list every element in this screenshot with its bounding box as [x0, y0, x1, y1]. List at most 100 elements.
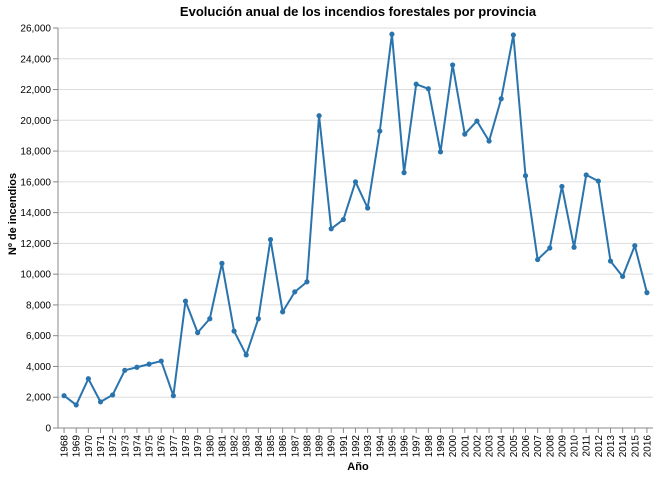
- x-tick-label: 2014: [618, 435, 629, 458]
- data-point: [304, 279, 310, 285]
- data-point: [73, 402, 79, 408]
- x-tick-label: 1975: [145, 435, 156, 458]
- data-point: [182, 298, 189, 304]
- x-tick-label: 1987: [290, 435, 301, 458]
- y-axis: 0 2,000 4,000 6,000 8,000 10,000 12,000 14,000 1…: [20, 24, 59, 435]
- x-tick-label: 2004: [497, 435, 508, 458]
- data-point: [365, 205, 371, 211]
- data-point: [462, 131, 468, 137]
- data-point: [595, 178, 601, 184]
- x-tick-label: 1976: [157, 435, 168, 458]
- y-tick-label: 0: [45, 424, 51, 435]
- data-point: [85, 376, 91, 382]
- data-point: [547, 245, 553, 251]
- data-point: [413, 81, 419, 87]
- data-point: [292, 289, 298, 295]
- x-axis-title: Año: [347, 461, 369, 473]
- x-tick-label: 1994: [375, 435, 386, 458]
- data-point: [607, 258, 614, 264]
- data-point: [328, 226, 334, 232]
- data-point: [158, 358, 164, 364]
- data-point: [425, 86, 431, 92]
- data-point: [389, 31, 395, 37]
- data-point: [134, 364, 140, 370]
- data-point: [122, 367, 128, 373]
- x-tick-label: 1972: [108, 435, 119, 458]
- x-tick-label: 1997: [412, 435, 423, 458]
- x-tick-label: 2001: [460, 435, 471, 458]
- x-tick-label: 2010: [570, 435, 581, 458]
- x-tick-label: 1991: [339, 435, 350, 458]
- y-tick-label: 24,000: [20, 54, 51, 65]
- data-point: [340, 216, 346, 223]
- y-tick-label: 14,000: [20, 208, 51, 219]
- data-point: [219, 260, 225, 266]
- x-tick-label: 2012: [594, 435, 605, 458]
- x-tick-label: 1982: [230, 435, 241, 458]
- data-point: [231, 328, 237, 334]
- x-tick-label: 2016: [642, 435, 653, 458]
- x-tick-label: 1993: [363, 435, 374, 458]
- x-tick-label: 1968: [60, 435, 71, 458]
- data-point: [61, 393, 67, 399]
- y-tick-label: 12,000: [20, 239, 51, 250]
- x-tick-label: 2005: [509, 435, 520, 458]
- data-point: [110, 392, 116, 398]
- data-point: [510, 32, 516, 38]
- x-tick-label: 2006: [521, 435, 532, 458]
- x-tick-label: 2008: [545, 435, 556, 458]
- x-tick-label: 1998: [424, 435, 435, 458]
- x-tick-label: 1974: [132, 435, 143, 458]
- data-point: [377, 128, 383, 134]
- data-point: [316, 113, 322, 119]
- x-tick-label: 1988: [302, 435, 313, 458]
- x-tick-label: 1990: [327, 435, 338, 458]
- data-point: [583, 172, 589, 178]
- x-axis: 1968 1969 1970 1971 1972 1973 1974 1975 1976 1977…: [58, 427, 653, 458]
- x-tick-label: 1984: [254, 435, 265, 458]
- y-tick-label: 26,000: [20, 24, 51, 35]
- y-tick-label: 2,000: [26, 393, 51, 404]
- data-point: [498, 96, 504, 102]
- data-point: [486, 138, 492, 144]
- data-point: [450, 62, 456, 68]
- x-tick-label: 1986: [278, 435, 289, 458]
- data-point: [146, 361, 152, 367]
- x-tick-label: 1973: [120, 435, 131, 458]
- data-point: [401, 170, 407, 176]
- data-point: [195, 330, 201, 336]
- data-point: [352, 179, 359, 185]
- data-point: [437, 149, 444, 155]
- x-tick-label: 2015: [630, 435, 641, 458]
- data-point: [170, 393, 176, 399]
- x-tick-label: 1983: [242, 435, 253, 458]
- data-point: [243, 352, 249, 358]
- x-tick-label: 1985: [266, 435, 277, 458]
- data-point: [474, 118, 480, 124]
- grid-lines: [58, 27, 653, 429]
- data-point: [207, 316, 213, 322]
- x-tick-label: 2013: [606, 435, 617, 458]
- data-point: [522, 173, 529, 179]
- x-tick-label: 1996: [400, 435, 411, 458]
- y-tick-label: 20,000: [20, 116, 51, 127]
- data-point: [632, 243, 638, 249]
- x-tick-label: 2002: [472, 435, 483, 458]
- x-tick-label: 1978: [181, 435, 192, 458]
- x-tick-label: 1969: [72, 435, 83, 458]
- y-tick-label: 18,000: [20, 147, 51, 158]
- x-tick-label: 1979: [193, 435, 204, 458]
- series-line: [61, 31, 650, 408]
- x-tick-label: 1971: [96, 435, 107, 458]
- data-point: [280, 309, 286, 315]
- y-tick-label: 4,000: [26, 362, 51, 373]
- data-point: [255, 316, 261, 322]
- x-tick-label: 1981: [217, 435, 228, 458]
- x-tick-label: 2000: [448, 435, 459, 458]
- y-tick-label: 10,000: [20, 270, 51, 281]
- x-tick-label: 2011: [582, 435, 593, 457]
- x-tick-label: 1977: [169, 435, 180, 458]
- x-tick-label: 2009: [557, 435, 568, 458]
- data-point: [267, 236, 274, 243]
